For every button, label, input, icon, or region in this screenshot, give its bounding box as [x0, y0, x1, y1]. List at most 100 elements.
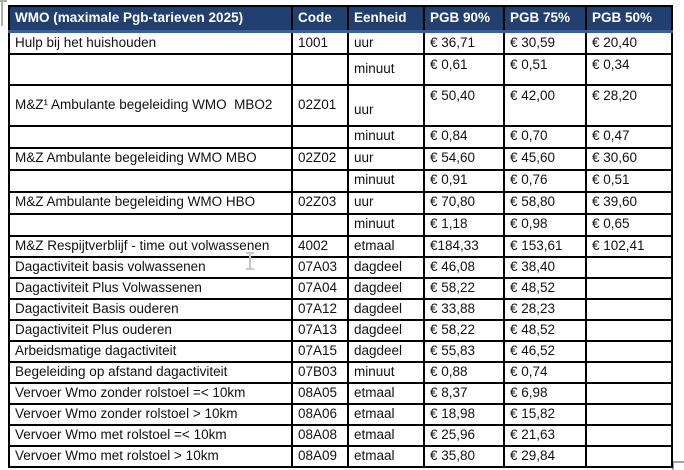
cell-pgb-50[interactable]: € 28,20 — [585, 83, 673, 127]
cell-omschrijving[interactable]: Dagactiviteit basis volwassenen — [8, 255, 293, 279]
cell-pgb-50[interactable] — [585, 318, 673, 342]
cell-pgb-90[interactable]: € 46,08 — [423, 255, 505, 279]
cell-pgb-90[interactable]: € 50,40 — [423, 83, 505, 127]
cell-pgb-90[interactable]: € 18,98 — [423, 402, 505, 426]
cell-code[interactable]: 08A08 — [291, 423, 349, 447]
cell-omschrijving[interactable]: Dagactiviteit Basis ouderen — [8, 297, 293, 321]
cell-omschrijving[interactable]: Vervoer Wmo met rolstoel > 10km — [8, 444, 293, 468]
cell-eenheid[interactable]: uur — [347, 146, 425, 171]
cell-pgb-50[interactable] — [585, 276, 673, 300]
cell-pgb-75[interactable]: € 42,00 — [503, 83, 587, 127]
cell-pgb-75[interactable]: € 58,80 — [503, 190, 587, 215]
cell-code[interactable]: 02Z02 — [291, 146, 349, 171]
cell-code[interactable]: 08A05 — [291, 381, 349, 405]
cell-omschrijving[interactable]: M&Z Ambulante begeleiding WMO MBO — [8, 146, 293, 171]
cell-pgb-90[interactable]: € 55,83 — [423, 339, 505, 363]
cell-pgb-90[interactable]: € 25,96 — [423, 423, 505, 447]
cell-eenheid[interactable]: etmaal — [347, 234, 425, 258]
cell-pgb-90[interactable]: € 0,61 — [423, 52, 505, 86]
cell-pgb-90[interactable]: € 54,60 — [423, 146, 505, 171]
cell-pgb-90[interactable]: € 0,91 — [423, 168, 505, 193]
cell-pgb-75[interactable]: € 6,98 — [503, 381, 587, 405]
column-header-pgb-90[interactable]: PGB 90% — [423, 5, 505, 33]
cell-pgb-75[interactable]: € 38,40 — [503, 255, 587, 279]
cell-omschrijving[interactable]: Hulp bij het huishouden — [8, 30, 293, 55]
cell-code[interactable] — [291, 124, 349, 149]
cell-eenheid[interactable]: dagdeel — [347, 318, 425, 342]
cell-eenheid[interactable]: dagdeel — [347, 339, 425, 363]
cell-pgb-75[interactable]: € 46,52 — [503, 339, 587, 363]
cell-pgb-90[interactable]: € 58,22 — [423, 318, 505, 342]
cell-code[interactable]: 07A03 — [291, 255, 349, 279]
cell-pgb-50[interactable]: € 0,34 — [585, 52, 673, 86]
cell-omschrijving[interactable]: Vervoer Wmo zonder rolstoel > 10km — [8, 402, 293, 426]
cell-eenheid[interactable]: minuut — [347, 360, 425, 384]
cell-eenheid[interactable]: dagdeel — [347, 276, 425, 300]
cell-eenheid[interactable]: uur — [347, 83, 425, 127]
cell-omschrijving[interactable] — [8, 124, 293, 149]
cell-pgb-75[interactable]: € 0,70 — [503, 124, 587, 149]
cell-pgb-50[interactable] — [585, 423, 673, 447]
cell-pgb-50[interactable]: € 102,41 — [585, 234, 673, 258]
cell-omschrijving[interactable]: Dagactiviteit Plus ouderen — [8, 318, 293, 342]
cell-pgb-50[interactable]: € 30,60 — [585, 146, 673, 171]
cell-pgb-75[interactable]: € 0,98 — [503, 212, 587, 237]
cell-pgb-50[interactable]: € 0,65 — [585, 212, 673, 237]
cell-eenheid[interactable]: minuut — [347, 212, 425, 237]
cell-pgb-75[interactable]: € 0,76 — [503, 168, 587, 193]
cell-pgb-90[interactable]: € 0,88 — [423, 360, 505, 384]
cell-code[interactable] — [291, 212, 349, 237]
cell-code[interactable]: 1001 — [291, 30, 349, 55]
cell-eenheid[interactable]: etmaal — [347, 381, 425, 405]
cell-code[interactable]: 07A13 — [291, 318, 349, 342]
cell-pgb-50[interactable]: € 0,47 — [585, 124, 673, 149]
column-header-wmo-title[interactable]: WMO (maximale Pgb-tarieven 2025) — [8, 5, 293, 33]
cell-pgb-90[interactable]: € 36,71 — [423, 30, 505, 55]
cell-eenheid[interactable]: dagdeel — [347, 255, 425, 279]
cell-eenheid[interactable]: minuut — [347, 52, 425, 86]
cell-omschrijving[interactable]: Dagactiviteit Plus Volwassenen — [8, 276, 293, 300]
cell-pgb-75[interactable]: € 48,52 — [503, 318, 587, 342]
cell-pgb-50[interactable] — [585, 255, 673, 279]
column-header-eenheid[interactable]: Eenheid — [347, 5, 425, 33]
cell-code[interactable]: 08A06 — [291, 402, 349, 426]
cell-code[interactable]: 07A12 — [291, 297, 349, 321]
cell-pgb-75[interactable]: € 48,52 — [503, 276, 587, 300]
cell-pgb-75[interactable]: € 0,74 — [503, 360, 587, 384]
cell-pgb-90[interactable]: €184,33 — [423, 234, 505, 258]
cell-pgb-75[interactable]: € 15,82 — [503, 402, 587, 426]
cell-eenheid[interactable]: etmaal — [347, 423, 425, 447]
cell-code[interactable]: 07A04 — [291, 276, 349, 300]
cell-pgb-90[interactable]: € 0,84 — [423, 124, 505, 149]
cell-omschrijving[interactable]: Vervoer Wmo met rolstoel =< 10km — [8, 423, 293, 447]
cell-eenheid[interactable]: etmaal — [347, 444, 425, 468]
cell-pgb-50[interactable]: € 20,40 — [585, 30, 673, 55]
column-header-code[interactable]: Code — [291, 5, 349, 33]
cell-omschrijving[interactable]: Arbeidsmatige dagactiviteit — [8, 339, 293, 363]
cell-pgb-50[interactable] — [585, 297, 673, 321]
cell-omschrijving[interactable]: Vervoer Wmo zonder rolstoel =< 10km — [8, 381, 293, 405]
cell-omschrijving[interactable]: M&Z Respijtverblijf - time out volwassen… — [8, 234, 293, 258]
column-header-pgb-75[interactable]: PGB 75% — [503, 5, 587, 33]
cell-pgb-50[interactable] — [585, 444, 673, 468]
cell-eenheid[interactable]: minuut — [347, 168, 425, 193]
cell-pgb-75[interactable]: € 0,51 — [503, 52, 587, 86]
cell-omschrijving[interactable] — [8, 212, 293, 237]
cell-eenheid[interactable]: uur — [347, 30, 425, 55]
cell-pgb-90[interactable]: € 1,18 — [423, 212, 505, 237]
cell-eenheid[interactable]: dagdeel — [347, 297, 425, 321]
cell-code[interactable]: 07B03 — [291, 360, 349, 384]
cell-pgb-75[interactable]: € 153,61 — [503, 234, 587, 258]
cell-pgb-50[interactable]: € 39,60 — [585, 190, 673, 215]
cell-code[interactable] — [291, 52, 349, 86]
cell-omschrijving[interactable] — [8, 52, 293, 86]
cell-pgb-50[interactable] — [585, 381, 673, 405]
cell-pgb-90[interactable]: € 70,80 — [423, 190, 505, 215]
cell-pgb-90[interactable]: € 33,88 — [423, 297, 505, 321]
cell-pgb-50[interactable] — [585, 339, 673, 363]
cell-pgb-90[interactable]: € 58,22 — [423, 276, 505, 300]
cell-code[interactable] — [291, 168, 349, 193]
cell-pgb-75[interactable]: € 29,84 — [503, 444, 587, 468]
cell-code[interactable]: 02Z01 — [291, 83, 349, 127]
cell-pgb-75[interactable]: € 21,63 — [503, 423, 587, 447]
